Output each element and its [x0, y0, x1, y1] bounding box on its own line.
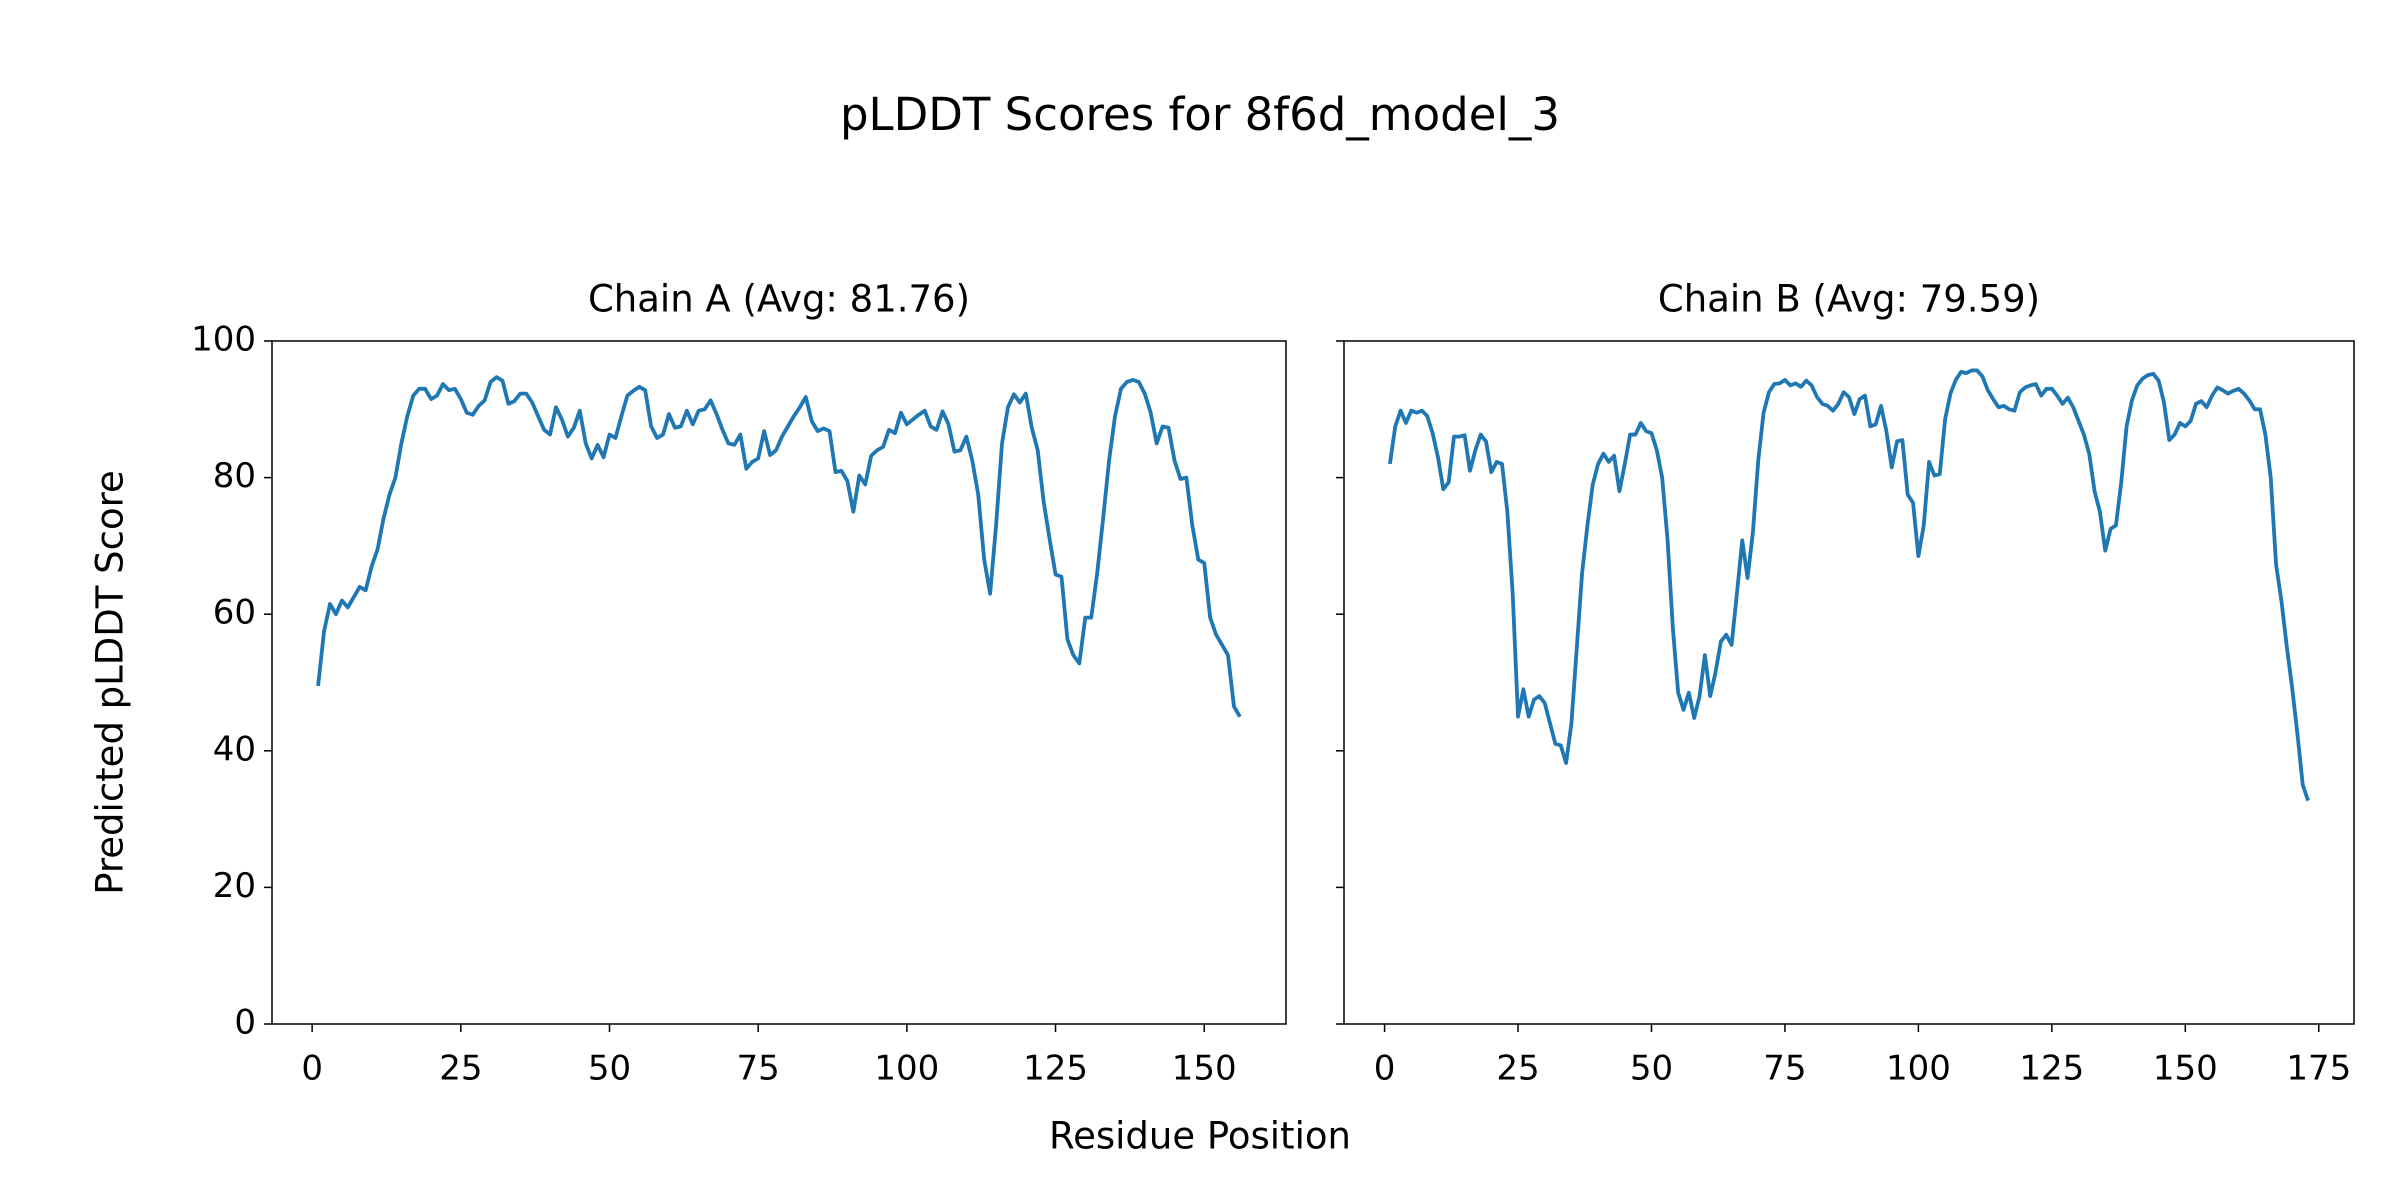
axes-frame	[271, 340, 1287, 1025]
x-tick-label: 75	[737, 1049, 780, 1089]
y-axis-label: Predicted pLDDT Score	[89, 470, 132, 895]
axes-frame	[1343, 340, 2355, 1025]
score-line	[316, 375, 1242, 718]
x-tick-label: 0	[1374, 1049, 1396, 1089]
x-axis-label: Residue Position	[1049, 1115, 1351, 1158]
y-tick-label: 60	[213, 593, 256, 633]
x-tick-label: 150	[1172, 1049, 1237, 1089]
x-tick-label: 0	[301, 1049, 323, 1089]
x-tick-label: 100	[874, 1049, 939, 1089]
x-tick-label: 175	[2286, 1049, 2351, 1089]
x-tick-label: 50	[1630, 1049, 1673, 1089]
subplot-title: Chain A (Avg: 81.76)	[588, 278, 970, 321]
x-tick-label: 50	[588, 1049, 631, 1089]
y-tick-label: 0	[234, 1003, 256, 1043]
x-tick-label: 100	[1886, 1049, 1951, 1089]
x-tick-label: 125	[1023, 1049, 1088, 1089]
y-tick-label: 100	[191, 320, 256, 360]
x-tick-label: 75	[1763, 1049, 1806, 1089]
y-tick-label: 40	[213, 729, 256, 769]
x-tick-label: 125	[2019, 1049, 2084, 1089]
x-tick-label: 25	[1496, 1049, 1539, 1089]
x-tick-label: 25	[439, 1049, 482, 1089]
figure-title: pLDDT Scores for 8f6d_model_3	[840, 88, 1560, 141]
x-tick-label: 150	[2153, 1049, 2218, 1089]
y-tick-label: 20	[213, 866, 256, 906]
subplot-title: Chain B (Avg: 79.59)	[1658, 278, 2040, 321]
y-tick-label: 80	[213, 456, 256, 496]
score-line	[1388, 368, 2310, 802]
